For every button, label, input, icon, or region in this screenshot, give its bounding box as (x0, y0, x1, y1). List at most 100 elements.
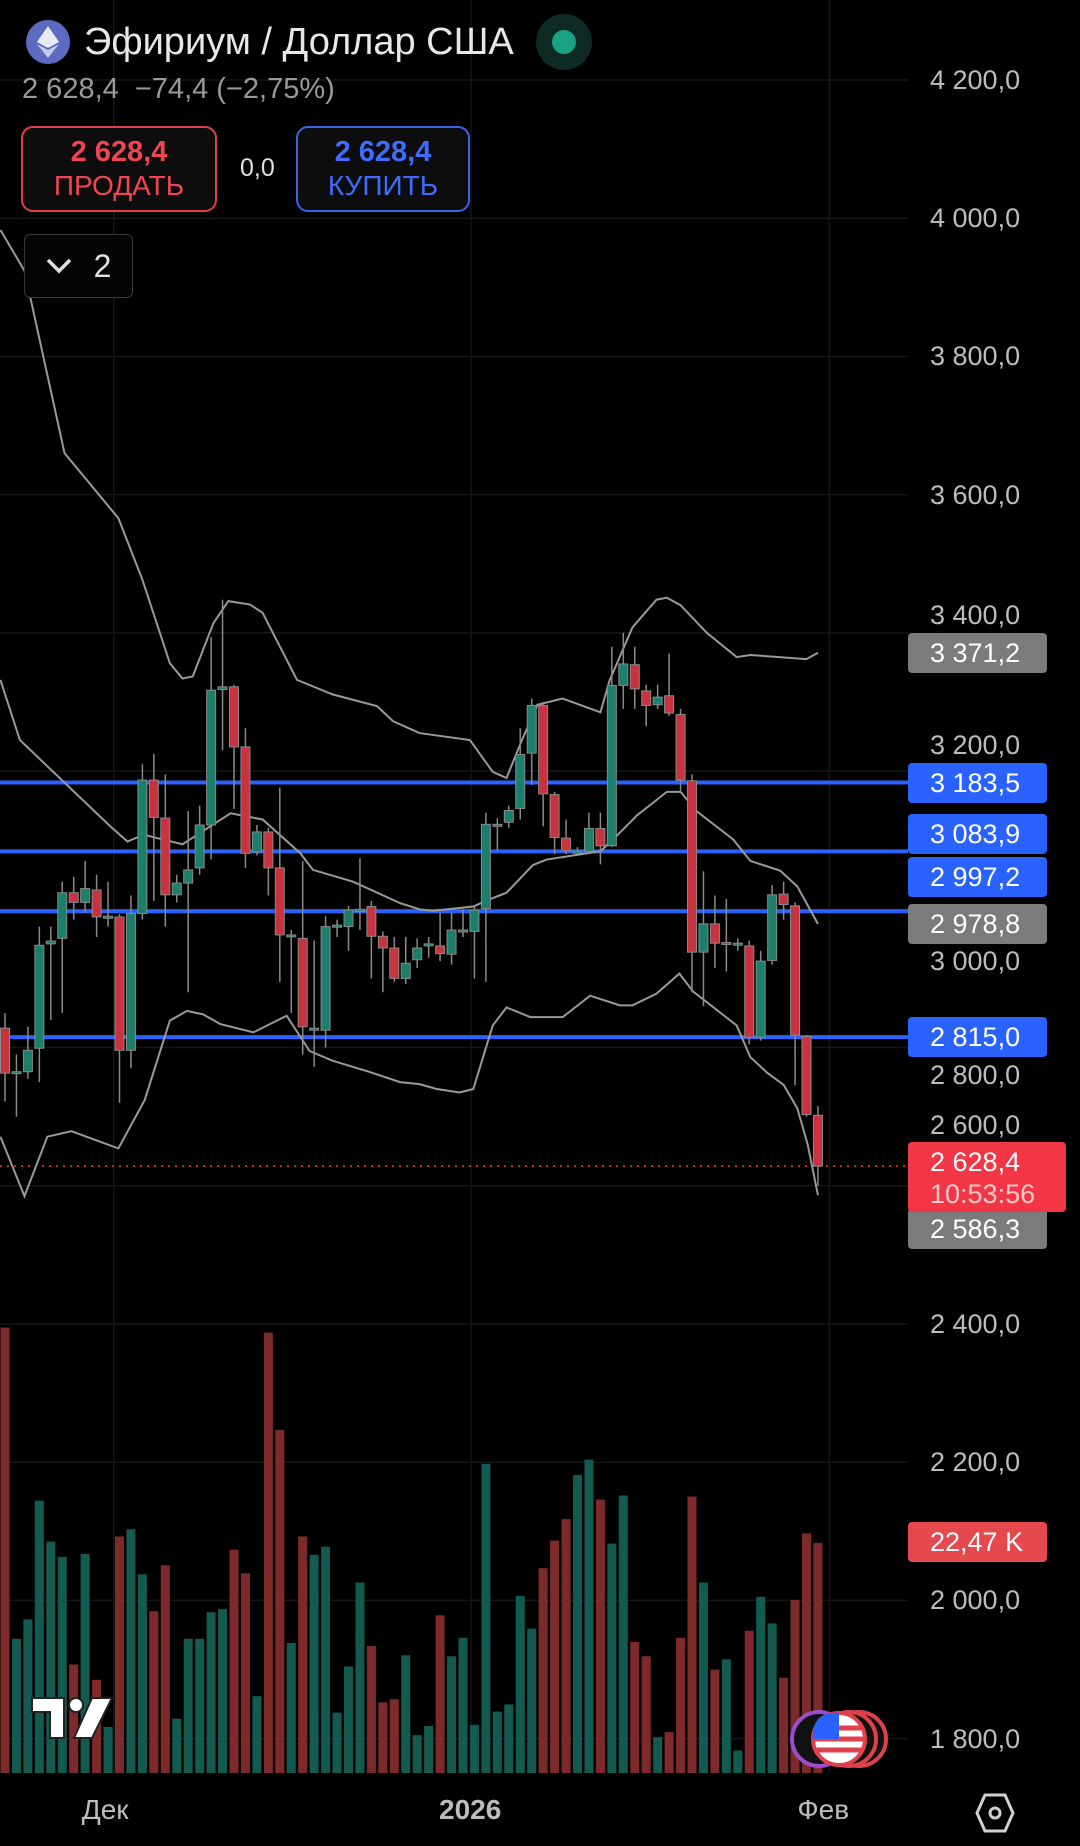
volume-bar (183, 1638, 193, 1773)
volume-bar (366, 1646, 376, 1773)
events-icons[interactable] (789, 1708, 895, 1775)
candle-body (217, 686, 228, 691)
volume-bar (630, 1641, 640, 1773)
candle-body (561, 837, 572, 852)
candle-body (137, 779, 148, 914)
candle (538, 701, 549, 827)
candle-body (34, 944, 45, 1049)
candle-body (492, 823, 503, 827)
candle (515, 728, 526, 820)
volume-bar (481, 1463, 491, 1773)
candle (526, 698, 537, 785)
bar-countdown: 10:53:56 (930, 1179, 1036, 1210)
candle-body (652, 696, 663, 706)
candle (652, 684, 663, 709)
price-axis-label: 3 400,0 (930, 599, 1021, 630)
chart-settings-icon[interactable] (975, 1792, 1015, 1839)
volume-bar (263, 1332, 273, 1773)
candle-body (354, 908, 365, 912)
candle (492, 818, 503, 851)
price-axis-label: 3 200,0 (930, 730, 1021, 761)
volume-bar (115, 1536, 124, 1773)
candle-body (263, 831, 274, 869)
volume-bar (573, 1475, 582, 1773)
candle-body (778, 893, 789, 905)
candle-body (790, 905, 801, 1036)
candle-body (595, 827, 606, 847)
candle (103, 881, 114, 927)
candle-body (641, 690, 652, 706)
volume-bar (309, 1554, 319, 1773)
candles (0, 599, 823, 1186)
volume-bar (424, 1725, 434, 1773)
volume-bar (584, 1459, 594, 1773)
volume-bar (137, 1574, 147, 1773)
volume-bar (46, 1541, 56, 1773)
volume-bar (229, 1549, 239, 1773)
candle-body (515, 754, 526, 809)
time-axis-label: Фев (797, 1794, 850, 1825)
candle-body (618, 663, 629, 686)
buy-button[interactable]: 2 628,4 КУПИТЬ (296, 126, 470, 212)
candle (400, 936, 411, 984)
symbol-title: Эфириум / Доллар США (84, 20, 514, 63)
candle (767, 885, 778, 965)
candle-body (286, 934, 297, 938)
symbol-title-row[interactable]: Эфириум / Доллар США (26, 14, 592, 70)
volume-bar (595, 1499, 605, 1773)
volume-bar (286, 1642, 296, 1773)
candle-body (125, 912, 136, 1051)
volume-bar (767, 1623, 777, 1773)
candle (458, 909, 468, 937)
candle-body (194, 824, 205, 869)
candle-body (629, 664, 640, 690)
volume-bar (607, 1543, 617, 1773)
price-axis-label: 1 800,0 (930, 1723, 1021, 1754)
horizontal-lines[interactable] (0, 780, 908, 1167)
candle-body (377, 935, 388, 949)
candle-body (103, 915, 114, 919)
candle (297, 860, 308, 1055)
candle (503, 805, 514, 828)
candle (687, 774, 697, 993)
candle (366, 901, 377, 979)
volume-bar (126, 1529, 136, 1773)
market-open-icon[interactable] (535, 14, 592, 70)
candle (34, 926, 45, 1083)
candle-body (423, 943, 434, 947)
indicators-toggle-button[interactable]: 2 (24, 234, 133, 298)
price-axis-label: 2 000,0 (930, 1585, 1021, 1616)
candle-body (22, 1049, 33, 1073)
candle-body (309, 1027, 320, 1031)
volume-bar (252, 1696, 262, 1773)
volume-bar (687, 1496, 697, 1773)
candle (263, 827, 274, 896)
candle-body (11, 1071, 22, 1075)
volume-bar (515, 1595, 525, 1773)
candle (595, 812, 606, 865)
volume-bar (34, 1500, 44, 1773)
tradingview-logo[interactable] (30, 1694, 114, 1747)
candle (812, 1106, 823, 1186)
candle (377, 931, 388, 993)
volume-bar (23, 1619, 33, 1773)
volume-bar (240, 1573, 250, 1773)
volume-bar (355, 1582, 365, 1773)
bollinger-upper-line (0, 229, 819, 780)
candle-body (446, 929, 457, 955)
volume-bar (447, 1656, 457, 1773)
candle-body (251, 831, 262, 853)
volume-bar (332, 1712, 342, 1773)
candle (721, 898, 732, 972)
sell-button[interactable]: 2 628,4 ПРОДАТЬ (21, 126, 217, 212)
volume-bar (550, 1540, 560, 1773)
volume-bar (664, 1732, 674, 1773)
candle-body (480, 823, 491, 910)
price-axis-label: 2 800,0 (930, 1059, 1021, 1090)
price-axis-label: 4 200,0 (930, 65, 1021, 95)
candle-body (80, 888, 91, 903)
candle (183, 811, 194, 993)
candle (251, 825, 262, 856)
candle-body (687, 780, 697, 953)
